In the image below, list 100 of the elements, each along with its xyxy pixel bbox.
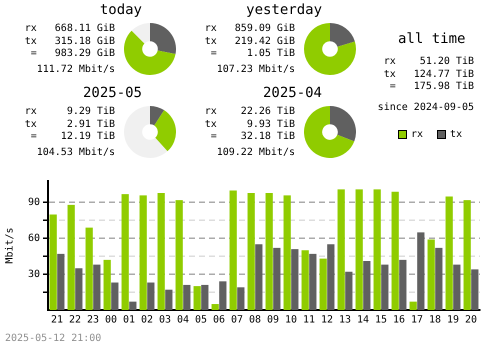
x-tick-label: 12	[320, 314, 334, 326]
bar	[417, 232, 424, 310]
text: tx 219.42 GiB	[204, 36, 295, 48]
x-tick-label: 14	[356, 314, 370, 326]
bar	[104, 260, 111, 310]
x-tick-label: 04	[176, 314, 190, 326]
bar	[140, 195, 147, 310]
bar	[381, 264, 388, 310]
bar	[158, 192, 165, 310]
bar	[464, 200, 471, 310]
x-tick-label: 11	[302, 314, 316, 326]
text: all time	[398, 31, 466, 47]
bar	[428, 240, 435, 310]
bar	[435, 248, 442, 310]
bar	[230, 190, 237, 310]
bar	[284, 195, 291, 310]
bar	[410, 302, 417, 310]
bar	[68, 204, 75, 310]
text: = 1.05 TiB	[210, 48, 295, 60]
text: = 12.19 TiB	[30, 131, 115, 144]
bar	[291, 249, 298, 310]
text: tx 124.77 TiB	[384, 68, 474, 80]
bar	[183, 284, 190, 310]
bar	[86, 228, 93, 310]
x-tick-label: 20	[464, 314, 478, 326]
bar	[75, 268, 82, 310]
legend-label: tx	[450, 129, 462, 140]
bar	[219, 281, 226, 310]
bar	[345, 272, 352, 310]
text: 107.23 Mbit/s	[216, 64, 295, 76]
bar	[93, 264, 100, 310]
bar	[399, 260, 406, 310]
bar	[471, 269, 478, 310]
x-tick-label: 06	[212, 314, 226, 326]
text: rx 9.29 TiB	[24, 106, 115, 118]
x-tick-label: 13	[338, 314, 352, 326]
text: tx 2.91 TiB	[24, 118, 115, 131]
chart-title: 2025-05	[82, 85, 142, 101]
bar	[176, 200, 183, 310]
text: = 175.98 TiB	[390, 81, 474, 93]
bar	[111, 282, 118, 310]
y-axis-title: Mbit/s	[4, 227, 16, 264]
bar	[147, 282, 154, 310]
y-tick-label: 60	[28, 232, 40, 244]
text: rx 668.11 GiB	[24, 23, 115, 35]
y-tick-label: 30	[28, 268, 40, 280]
bar	[327, 244, 334, 310]
bar	[212, 304, 219, 310]
x-tick-label: 23	[86, 314, 100, 326]
bar	[453, 264, 460, 310]
x-tick-label: 08	[248, 314, 262, 326]
text: 111.72 Mbit/s	[36, 64, 115, 76]
x-tick-label: 02	[140, 314, 154, 326]
bar	[446, 196, 453, 310]
text: since 2024-09-05	[378, 102, 474, 114]
bar	[122, 194, 129, 310]
legend-label: rx	[411, 129, 424, 140]
x-tick-label: 07	[230, 314, 244, 326]
x-tick-label: 19	[446, 314, 460, 326]
bar	[255, 244, 262, 310]
x-tick-label: 10	[284, 314, 298, 326]
text: = 983.29 GiB	[30, 48, 115, 60]
x-tick-label: 05	[194, 314, 208, 326]
bar	[165, 290, 172, 310]
text: tx 9.93 TiB	[204, 118, 295, 131]
x-tick-label: 01	[122, 314, 136, 326]
text: rx 22.26 TiB	[204, 106, 295, 118]
y-tick-label: 90	[28, 197, 40, 208]
bar	[129, 302, 136, 310]
x-tick-label: 17	[410, 314, 424, 326]
x-tick-label: 18	[428, 314, 442, 326]
bar	[363, 261, 370, 310]
bar	[237, 287, 244, 310]
chart-title: yesterday	[246, 2, 322, 18]
bar	[194, 286, 201, 310]
text: tx 315.18 GiB	[24, 36, 115, 48]
text: 104.53 Mbit/s	[36, 146, 115, 159]
text: 109.22 Mbit/s	[216, 146, 295, 159]
bar	[356, 189, 363, 310]
bar	[57, 254, 64, 310]
bar	[201, 284, 208, 310]
text: 2025-05-12 21:00	[5, 333, 102, 344]
x-tick-label: 09	[266, 314, 280, 326]
bar	[374, 189, 381, 310]
x-tick-label: 15	[374, 314, 388, 326]
bar	[302, 250, 309, 310]
bar	[309, 254, 316, 310]
bar	[338, 189, 345, 310]
bar	[248, 192, 255, 310]
bar	[320, 258, 327, 310]
bar	[266, 192, 273, 310]
text: rx 859.09 GiB	[204, 23, 295, 35]
chart-title: 2025-04	[262, 85, 322, 101]
x-tick-label: 16	[392, 314, 406, 326]
x-tick-label: 03	[158, 314, 172, 326]
bar	[50, 214, 57, 310]
bar	[392, 192, 399, 310]
bar	[273, 248, 280, 310]
text: rx 51.20 TiB	[384, 56, 474, 68]
x-tick-label: 00	[104, 314, 118, 326]
